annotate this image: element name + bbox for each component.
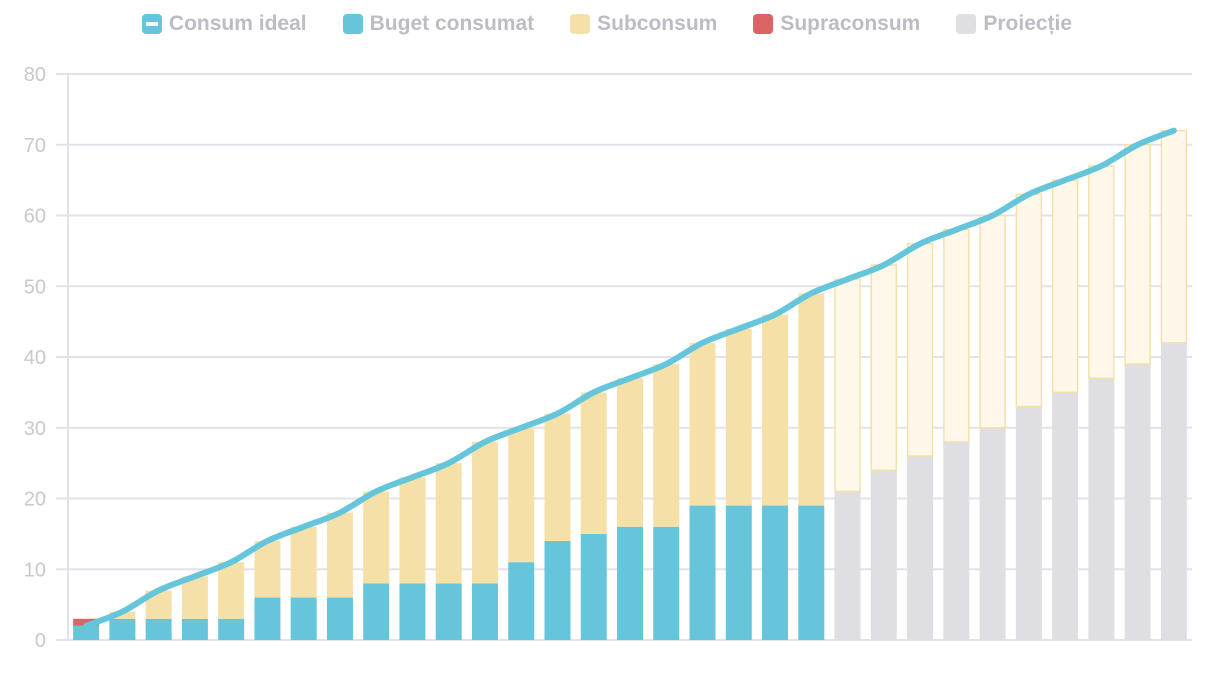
- bar-proiectie: [870, 470, 897, 640]
- swatch-icon: [753, 14, 774, 34]
- bar-subconsum-proiectat: [1124, 144, 1151, 365]
- bar-proiectie: [979, 427, 1006, 640]
- bar-subconsum: [580, 392, 607, 534]
- swatch-icon: [956, 14, 977, 34]
- bar-subconsum: [617, 378, 643, 527]
- bar-buget-consumat: [689, 505, 716, 640]
- bar-buget-consumat: [73, 625, 100, 640]
- y-tick-label: 70: [24, 135, 46, 157]
- legend-item-buget-consumat[interactable]: Buget consumat: [342, 12, 535, 36]
- bar-subconsum-proiectat: [870, 264, 898, 471]
- bar-subconsum: [181, 576, 208, 619]
- y-tick-label: 20: [24, 489, 46, 511]
- bar-subconsum: [290, 526, 317, 598]
- bar-buget-consumat: [254, 597, 281, 640]
- bar-subconsum: [653, 364, 680, 527]
- bar-buget-consumat: [181, 618, 208, 640]
- bar-subconsum: [762, 314, 789, 506]
- legend-label: Buget consumat: [369, 12, 535, 35]
- y-tick-label: 80: [24, 64, 46, 86]
- bar-buget-consumat: [145, 618, 172, 640]
- bar-buget-consumat: [399, 583, 426, 640]
- bar-subconsum-proiectat: [906, 243, 934, 457]
- y-tick-label: 60: [24, 206, 46, 228]
- bar-subconsum: [725, 328, 752, 506]
- bar-subconsum: [109, 611, 136, 619]
- bar-subconsum: [218, 562, 245, 619]
- legend-item-consum-ideal[interactable]: Consum ideal: [141, 12, 307, 36]
- bar-subconsum-proiectat: [979, 214, 1006, 429]
- bar-subconsum: [544, 413, 571, 541]
- bar-subconsum-proiectat: [834, 278, 861, 493]
- bar-subconsum: [435, 463, 462, 584]
- y-tick-label: 50: [24, 276, 46, 298]
- bar-buget-consumat: [725, 505, 752, 640]
- bar-subconsum-proiectat: [1051, 179, 1079, 394]
- bar-subconsum: [798, 293, 825, 506]
- bar-buget-consumat: [471, 583, 498, 640]
- bar-buget-consumat: [109, 618, 136, 640]
- bar-buget-consumat: [653, 526, 680, 640]
- legend-item-subconsum[interactable]: Subconsum: [570, 12, 717, 36]
- bar-supraconsum: [73, 618, 100, 626]
- bar-buget-consumat: [617, 526, 643, 640]
- bar-buget-consumat: [544, 540, 571, 640]
- bar-proiectie: [1160, 342, 1187, 640]
- bar-buget-consumat: [363, 583, 390, 640]
- legend-label: Proiecție: [983, 12, 1073, 35]
- bar-proiectie: [907, 456, 934, 640]
- legend-item-proiectie[interactable]: Proiecție: [956, 12, 1072, 36]
- y-tick-label: 40: [24, 347, 46, 369]
- y-tick-label: 10: [24, 559, 46, 581]
- line-swatch-icon: [141, 14, 162, 34]
- bar-subconsum-proiectat: [1160, 129, 1188, 344]
- bar-buget-consumat: [326, 597, 353, 640]
- bar-buget-consumat: [762, 505, 789, 640]
- bar-subconsum: [326, 512, 353, 598]
- bar-subconsum: [363, 491, 390, 584]
- bar-proiectie: [943, 441, 970, 640]
- bar-subconsum-proiectat: [943, 228, 970, 443]
- bar-buget-consumat: [290, 597, 317, 640]
- bar-proiectie: [834, 491, 861, 640]
- y-tick-label: 0: [35, 630, 46, 652]
- legend: Consum ideal Buget consumat Subconsum Su…: [0, 12, 1214, 36]
- bar-subconsum: [254, 540, 281, 598]
- bar-buget-consumat: [798, 505, 825, 640]
- bar-subconsum: [689, 342, 716, 506]
- line-consum-ideal: [83, 127, 1177, 629]
- legend-label: Subconsum: [597, 12, 718, 35]
- legend-label: Consum ideal: [168, 12, 307, 35]
- bar-buget-consumat: [218, 618, 245, 640]
- y-tick-label: 30: [24, 418, 46, 440]
- bar-subconsum: [399, 477, 426, 584]
- bar-proiectie: [1088, 378, 1115, 640]
- bar-proiectie: [1052, 392, 1079, 640]
- bar-buget-consumat: [435, 583, 462, 640]
- bar-subconsum: [471, 441, 498, 584]
- bar-buget-consumat: [580, 533, 607, 640]
- legend-item-supraconsum[interactable]: Supraconsum: [753, 12, 920, 36]
- legend-label: Supraconsum: [780, 12, 921, 35]
- bar-proiectie: [1124, 364, 1151, 640]
- swatch-icon: [570, 14, 591, 34]
- bar-subconsum: [508, 427, 535, 563]
- bar-buget-consumat: [508, 562, 535, 640]
- bar-proiectie: [1015, 406, 1042, 640]
- bar-subconsum-proiectat: [1088, 165, 1115, 379]
- swatch-icon: [342, 14, 363, 34]
- bar-subconsum-proiectat: [1015, 193, 1043, 408]
